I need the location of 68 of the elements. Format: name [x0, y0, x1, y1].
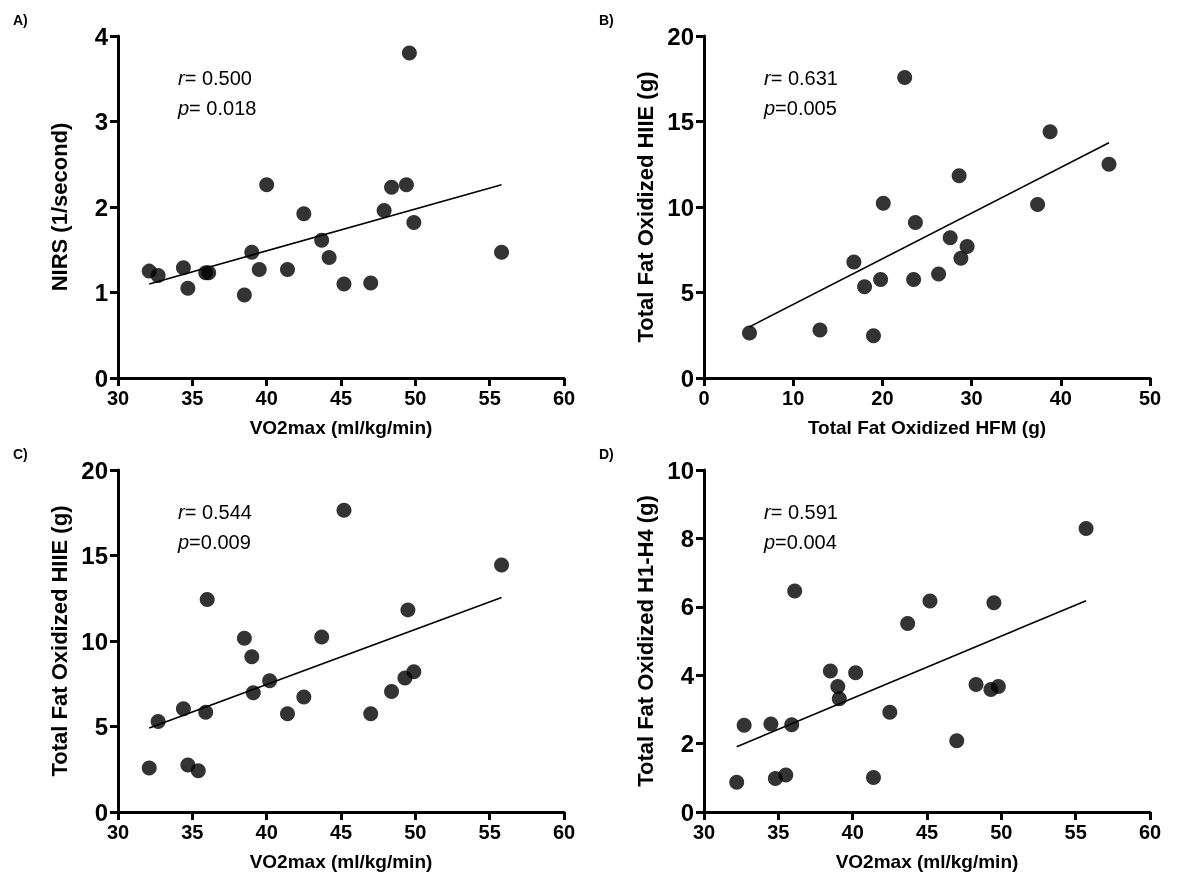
x-tick-label: 45 — [329, 387, 353, 409]
x-tick-label: 40 — [1049, 387, 1072, 409]
x-tick-label: 60 — [1138, 821, 1162, 843]
y-tick-label: 15 — [81, 542, 108, 569]
x-tick-label: 35 — [181, 387, 204, 409]
x-tick-label: 55 — [478, 821, 501, 843]
annotation: p=0.005 — [763, 97, 837, 119]
y-tick-label: 1 — [94, 279, 108, 306]
y-tick-label: 20 — [81, 456, 108, 484]
x-axis-title: Total Fat Oxidized HFM (g) — [807, 417, 1047, 438]
y-axis-title: Total Fat Oxidized HIIE (g) — [632, 71, 658, 343]
annotation: p= 0.018 — [177, 97, 257, 119]
y-tick-label: 0 — [94, 798, 108, 826]
x-tick-label: 20 — [871, 387, 894, 409]
chart-title: B) — [599, 12, 614, 28]
annotation: r= 0.544 — [178, 501, 252, 523]
x-tick-label: 60 — [552, 387, 576, 409]
x-tick-label: 30 — [106, 821, 130, 843]
y-tick-label: 4 — [680, 661, 695, 689]
annotation: r= 0.500 — [178, 67, 252, 89]
x-tick-label: 10 — [782, 387, 805, 409]
annotation: r= 0.591 — [764, 501, 838, 523]
x-axis-title: VO2max (ml/kg/min) — [249, 851, 433, 872]
y-tick-label: 0 — [680, 798, 694, 826]
y-tick-label: 2 — [680, 730, 694, 758]
x-tick-label: 40 — [255, 387, 278, 409]
x-tick-label: 55 — [1064, 821, 1087, 843]
x-tick-label: 50 — [404, 821, 427, 843]
y-tick-label: 15 — [667, 108, 694, 135]
x-tick-label: 50 — [1138, 387, 1162, 409]
y-tick-label: 10 — [667, 193, 694, 221]
x-axis-title: VO2max (ml/kg/min) — [249, 417, 433, 438]
y-tick-label: 5 — [680, 279, 694, 306]
y-axis-title: Total Fat Oxidized H1-H4 (g) — [632, 495, 658, 787]
y-tick-label: 3 — [94, 108, 108, 135]
x-tick-label: 40 — [841, 821, 864, 843]
y-axis-title: Total Fat Oxidized HIIE (g) — [46, 505, 72, 777]
y-axis-title: NIRS (1/second) — [46, 122, 72, 292]
y-tick-label: 20 — [667, 22, 694, 50]
y-tick-label: 0 — [680, 364, 694, 392]
x-axis-title: VO2max (ml/kg/min) — [835, 851, 1019, 872]
y-tick-label: 5 — [94, 713, 108, 740]
y-tick-label: 6 — [680, 593, 694, 621]
x-tick-label: 55 — [478, 387, 501, 409]
annotation: p=0.004 — [763, 531, 837, 553]
x-tick-label: 30 — [960, 387, 983, 409]
annotation: r= 0.631 — [764, 67, 838, 89]
y-tick-label: 8 — [680, 524, 694, 552]
chart-title: C) — [13, 446, 28, 462]
y-tick-label: 10 — [81, 627, 108, 655]
x-tick-label: 45 — [329, 821, 353, 843]
x-tick-label: 40 — [255, 821, 278, 843]
y-tick-label: 2 — [94, 193, 108, 221]
x-tick-label: 30 — [106, 387, 130, 409]
x-tick-label: 50 — [404, 387, 427, 409]
x-tick-label: 35 — [767, 821, 790, 843]
x-tick-label: 35 — [181, 821, 204, 843]
y-tick-label: 4 — [94, 22, 109, 50]
x-tick-label: 60 — [552, 821, 576, 843]
x-tick-label: 50 — [990, 821, 1013, 843]
x-tick-label: 30 — [692, 821, 716, 843]
x-tick-label: 45 — [915, 821, 939, 843]
annotation: p=0.009 — [177, 531, 251, 553]
chart-title: D) — [599, 446, 614, 462]
y-tick-label: 0 — [94, 364, 108, 392]
y-tick-label: 10 — [667, 456, 694, 484]
x-tick-label: 0 — [698, 387, 710, 409]
chart-title: A) — [13, 12, 28, 28]
